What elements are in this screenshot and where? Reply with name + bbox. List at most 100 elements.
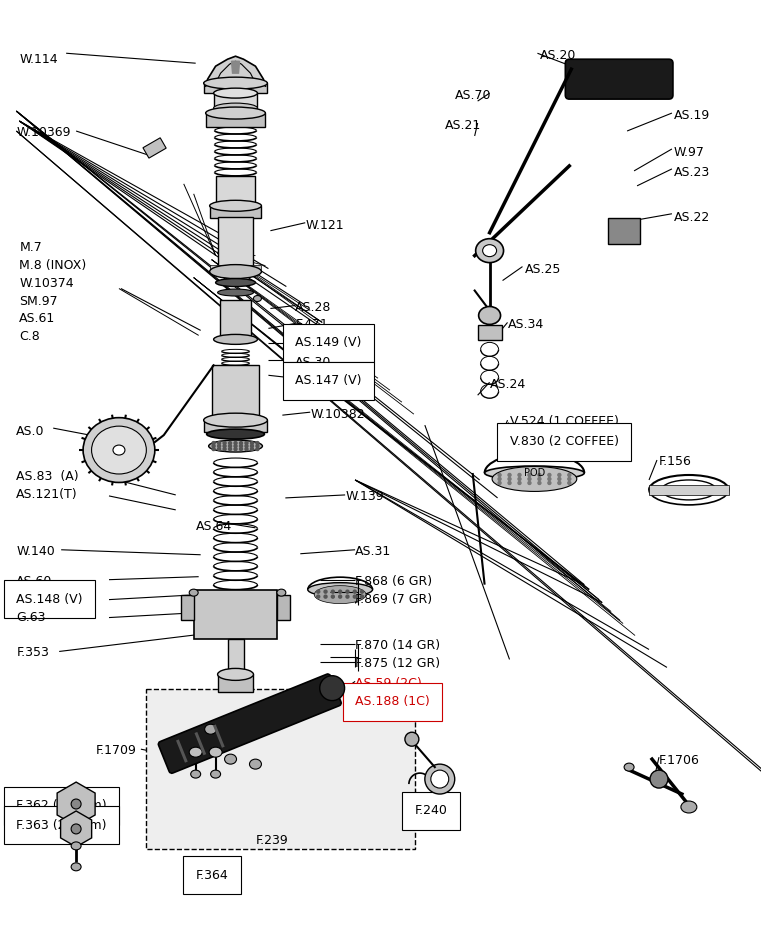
- Circle shape: [548, 478, 551, 480]
- Circle shape: [346, 595, 349, 598]
- Ellipse shape: [277, 589, 286, 596]
- Text: W.140: W.140: [16, 545, 55, 557]
- Circle shape: [528, 474, 531, 477]
- Circle shape: [558, 481, 561, 484]
- Ellipse shape: [479, 306, 501, 324]
- Circle shape: [498, 481, 501, 484]
- Circle shape: [234, 445, 237, 447]
- Circle shape: [251, 442, 254, 445]
- Text: AS.70: AS.70: [455, 89, 491, 102]
- Text: AS.147 (V): AS.147 (V): [296, 374, 362, 387]
- Bar: [206, 113, 265, 127]
- Ellipse shape: [71, 842, 81, 850]
- Text: W.10374: W.10374: [19, 276, 74, 290]
- Ellipse shape: [210, 770, 220, 778]
- Circle shape: [518, 481, 521, 484]
- Ellipse shape: [189, 747, 202, 757]
- Circle shape: [528, 481, 531, 484]
- Circle shape: [508, 478, 511, 480]
- Text: AS.25: AS.25: [524, 262, 561, 275]
- Polygon shape: [232, 61, 239, 73]
- Text: AS.24: AS.24: [490, 378, 526, 391]
- Circle shape: [212, 445, 215, 447]
- Ellipse shape: [113, 445, 125, 455]
- Bar: [194, 732, 207, 755]
- Circle shape: [354, 590, 357, 593]
- Circle shape: [256, 447, 259, 450]
- Circle shape: [324, 595, 327, 598]
- Bar: [203, 420, 267, 432]
- Circle shape: [245, 447, 248, 450]
- Text: F.870 (14 GR): F.870 (14 GR): [355, 639, 440, 652]
- Text: AS.0: AS.0: [16, 425, 45, 438]
- Text: F.239: F.239: [255, 834, 288, 847]
- Text: G.63: G.63: [16, 611, 46, 623]
- Ellipse shape: [485, 466, 584, 480]
- Circle shape: [528, 478, 531, 480]
- Ellipse shape: [475, 239, 504, 262]
- Circle shape: [223, 445, 226, 447]
- Bar: [212, 366, 259, 420]
- Circle shape: [338, 595, 341, 598]
- Circle shape: [239, 442, 242, 445]
- Ellipse shape: [210, 200, 261, 212]
- Bar: [203, 83, 267, 93]
- Circle shape: [223, 447, 226, 450]
- Text: AS.83  (A): AS.83 (A): [16, 470, 79, 483]
- Ellipse shape: [314, 586, 366, 603]
- Text: F.1709: F.1709: [96, 744, 137, 758]
- Ellipse shape: [218, 289, 254, 296]
- Circle shape: [251, 447, 254, 450]
- Ellipse shape: [249, 760, 261, 769]
- Circle shape: [324, 590, 327, 593]
- Ellipse shape: [207, 430, 264, 439]
- Bar: [218, 674, 254, 693]
- Circle shape: [245, 442, 248, 445]
- Text: W.10382: W.10382: [310, 408, 365, 421]
- Text: F.1706: F.1706: [659, 754, 700, 767]
- Circle shape: [538, 481, 541, 484]
- Text: AS.34: AS.34: [507, 319, 544, 332]
- Text: AS.22: AS.22: [674, 211, 710, 224]
- Circle shape: [518, 478, 521, 480]
- Circle shape: [338, 590, 341, 593]
- Text: AS.21: AS.21: [445, 119, 481, 132]
- FancyBboxPatch shape: [158, 674, 341, 774]
- Ellipse shape: [213, 103, 258, 113]
- Circle shape: [212, 442, 215, 445]
- Text: POD: POD: [523, 468, 545, 478]
- Circle shape: [518, 474, 521, 477]
- Text: AS.23: AS.23: [674, 165, 710, 179]
- Ellipse shape: [83, 417, 155, 482]
- Bar: [219, 300, 251, 339]
- Circle shape: [558, 478, 561, 480]
- Text: AS.148 (V): AS.148 (V): [16, 592, 83, 605]
- Bar: [649, 485, 728, 495]
- Circle shape: [331, 595, 335, 598]
- Text: F.363 (23 mm): F.363 (23 mm): [16, 819, 107, 832]
- Text: F.364: F.364: [196, 869, 229, 882]
- Circle shape: [568, 481, 571, 484]
- Ellipse shape: [209, 747, 222, 757]
- Bar: [213, 725, 225, 748]
- Ellipse shape: [492, 466, 577, 492]
- Circle shape: [234, 442, 237, 445]
- Text: AS.61: AS.61: [19, 312, 56, 325]
- Circle shape: [223, 442, 226, 445]
- Polygon shape: [206, 56, 265, 86]
- Text: F.353: F.353: [16, 647, 50, 660]
- Text: F.875 (12 GR): F.875 (12 GR): [355, 657, 440, 670]
- Circle shape: [239, 445, 242, 447]
- Circle shape: [508, 481, 511, 484]
- Ellipse shape: [216, 278, 255, 287]
- Ellipse shape: [206, 107, 265, 119]
- Circle shape: [558, 474, 561, 477]
- Ellipse shape: [91, 426, 146, 474]
- FancyBboxPatch shape: [608, 218, 640, 243]
- Text: M.8 (INOX): M.8 (INOX): [19, 258, 87, 272]
- Text: V.524 (1 COFFEE): V.524 (1 COFFEE): [510, 415, 619, 428]
- Circle shape: [548, 481, 551, 484]
- Text: AS.59 (2C): AS.59 (2C): [355, 678, 422, 690]
- Bar: [213, 93, 258, 108]
- Ellipse shape: [405, 732, 419, 746]
